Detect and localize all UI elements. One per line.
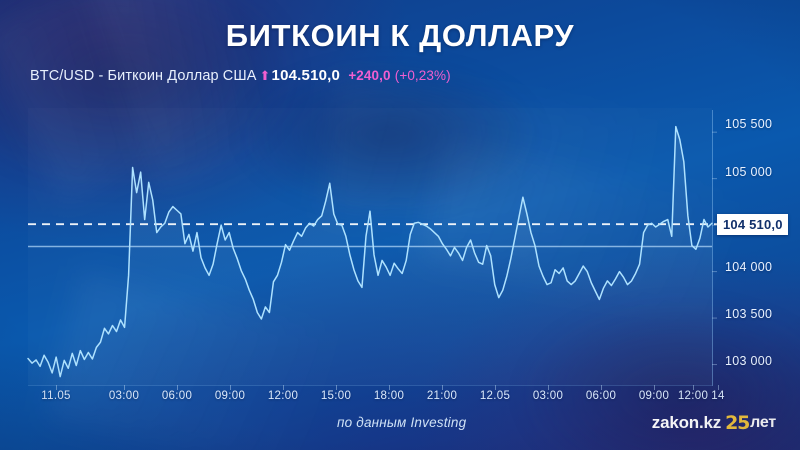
logo-site-name: zakon.kz bbox=[651, 413, 722, 432]
y-axis-label-105000: 105 000 bbox=[725, 165, 773, 179]
x-axis-label-7: 21:00 bbox=[426, 390, 458, 402]
x-axis-label-8: 12.05 bbox=[479, 390, 511, 402]
x-axis-label-2: 06:00 bbox=[161, 390, 193, 402]
y-tick-marks bbox=[712, 131, 717, 366]
x-tick-marks bbox=[56, 385, 719, 390]
instrument-price: 104.510,0 bbox=[271, 67, 341, 84]
instrument-pair-label: BTC/USD - Биткоин Доллар США bbox=[30, 68, 257, 84]
logo-anniversary-number: 25 bbox=[725, 412, 750, 434]
price-area-fill bbox=[28, 126, 712, 385]
y-axis-label-104000: 104 000 bbox=[725, 260, 773, 274]
y-axis-label-103500: 103 500 bbox=[725, 307, 773, 321]
x-axis-label-9: 03:00 bbox=[532, 390, 564, 402]
x-axis-label-11: 09:00 bbox=[638, 390, 670, 402]
page-title: БИТКОИН К ДОЛЛАРУ bbox=[225, 18, 575, 53]
up-arrow-icon: ⬆ bbox=[259, 68, 271, 83]
zakon-kz-logo: zakon.kz 25 лет bbox=[652, 412, 776, 434]
instrument-summary: BTC/USD - Биткоин Доллар США ⬆104.510,0 +… bbox=[30, 67, 451, 84]
logo-years-label: лет bbox=[750, 414, 776, 431]
current-price-tag: 104 510,0 bbox=[717, 214, 788, 235]
price-line bbox=[27, 125, 713, 378]
x-axis-label-5: 15:00 bbox=[320, 390, 352, 402]
x-axis-label-1: 03:00 bbox=[108, 390, 140, 402]
x-axis-label-13: 14 bbox=[711, 390, 725, 402]
x-axis-label-4: 12:00 bbox=[267, 390, 299, 402]
instrument-change-percent: (+0,23%) bbox=[394, 68, 451, 83]
y-axis-label-105500: 105 500 bbox=[725, 117, 773, 131]
x-axis-label-12: 12:00 bbox=[677, 390, 709, 402]
x-axis-label-0: 11.05 bbox=[41, 390, 71, 402]
y-axis-label-103000: 103 000 bbox=[725, 354, 773, 368]
x-axis-label-10: 06:00 bbox=[585, 390, 617, 402]
source-credit: по данным Investing bbox=[337, 415, 467, 430]
x-axis-label-3: 09:00 bbox=[214, 390, 246, 402]
instrument-change: +240,0 bbox=[348, 68, 391, 83]
x-axis-label-6: 18:00 bbox=[373, 390, 405, 402]
